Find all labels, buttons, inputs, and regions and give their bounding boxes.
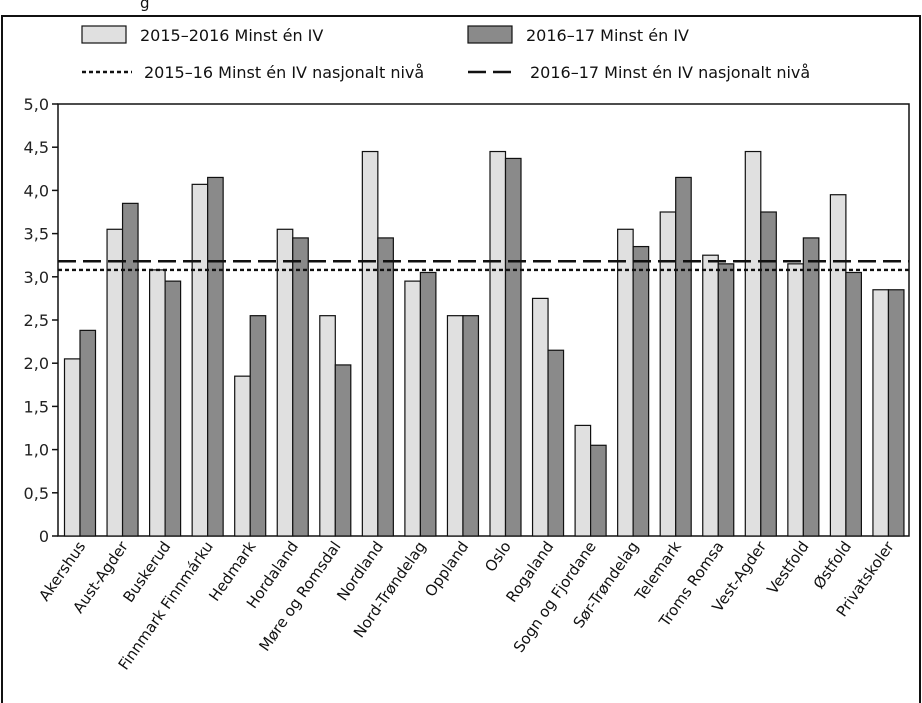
bar-2016-17 bbox=[164, 280, 182, 537]
y-tick-label: 0,5 bbox=[24, 484, 49, 503]
x-category-label: Oslo bbox=[481, 538, 515, 575]
bar-2015-16 bbox=[787, 263, 804, 537]
plot-area: 00,51,01,52,02,53,03,54,04,55,0AkershusA… bbox=[24, 95, 910, 673]
bar-2016-17 bbox=[717, 263, 735, 537]
y-tick-label: 3,0 bbox=[24, 268, 49, 287]
y-tick-label: 1,0 bbox=[24, 441, 49, 460]
cut-off-title-fragment: g bbox=[140, 0, 150, 12]
legend: 2015–2016 Minst én IV 2016–17 Minst én IV… bbox=[81, 25, 810, 82]
bar-2016-17 bbox=[887, 289, 905, 537]
bar-2016-17 bbox=[249, 315, 267, 537]
bar-2015-16 bbox=[531, 297, 549, 537]
legend-label: 2015–2016 Minst én IV bbox=[140, 26, 323, 45]
bar-2015-16 bbox=[234, 375, 251, 537]
bar-2016-17 bbox=[675, 176, 692, 537]
legend-label: 2015–16 Minst én IV nasjonalt nivå bbox=[144, 63, 424, 82]
plot-border bbox=[57, 103, 910, 537]
bar-2015-16 bbox=[149, 269, 166, 537]
bar-2016-17 bbox=[334, 364, 352, 537]
bar-2015-16 bbox=[702, 254, 719, 537]
legend-label: 2016–17 Minst én IV bbox=[526, 26, 689, 45]
bar-2016-17 bbox=[760, 211, 777, 537]
x-category-label: Vestfold bbox=[763, 538, 812, 598]
bar-2015-16 bbox=[617, 228, 634, 537]
bar-2015-16 bbox=[319, 315, 336, 537]
y-tick-label: 2,0 bbox=[24, 354, 49, 373]
bar-2015-16 bbox=[404, 280, 421, 537]
bar-2015-16 bbox=[574, 424, 592, 537]
bar-2015-16 bbox=[829, 194, 847, 537]
y-tick-label: 4,0 bbox=[24, 181, 49, 200]
y-tick-label: 5,0 bbox=[24, 95, 49, 114]
x-category-label: Oppland bbox=[421, 538, 472, 600]
y-tick-label: 4,5 bbox=[24, 138, 49, 157]
bar-2016-17 bbox=[292, 237, 309, 537]
y-tick-label: 2,5 bbox=[24, 311, 49, 330]
bar-2015-16 bbox=[489, 150, 507, 537]
bar-2016-17 bbox=[589, 444, 607, 537]
bar-2015-16 bbox=[63, 358, 81, 537]
bar-2015-16 bbox=[106, 228, 124, 537]
bar-2016-17 bbox=[121, 202, 139, 537]
bar-2016-17 bbox=[419, 271, 437, 537]
bar-2016-17 bbox=[845, 271, 863, 537]
bar-2016-17 bbox=[632, 245, 650, 537]
x-category-label: Østfold bbox=[810, 538, 856, 592]
bar-2015-16 bbox=[744, 150, 762, 537]
bar-2016-17 bbox=[377, 237, 394, 537]
bar-2016-17 bbox=[79, 329, 97, 537]
x-category-label: Møre og Romsdal bbox=[255, 538, 344, 655]
bar-2016-17 bbox=[547, 349, 565, 537]
y-tick-label: 3,5 bbox=[24, 225, 49, 244]
bar-2015-16 bbox=[361, 150, 379, 537]
bar-2016-17 bbox=[504, 157, 522, 537]
legend-label: 2016–17 Minst én IV nasjonalt nivå bbox=[530, 63, 810, 82]
bar-2016-17 bbox=[802, 237, 820, 537]
y-tick-label: 1,5 bbox=[24, 397, 49, 416]
bar-2016-17 bbox=[207, 176, 224, 537]
bar-2015-16 bbox=[872, 289, 890, 537]
bar-2016-17 bbox=[462, 315, 480, 537]
bar-2015-16 bbox=[446, 315, 464, 537]
y-tick-label: 0 bbox=[39, 527, 49, 546]
legend-swatch-bar bbox=[467, 25, 513, 44]
bar-2015-16 bbox=[276, 228, 294, 537]
bar-2015-16 bbox=[191, 183, 209, 537]
frame bbox=[1, 15, 921, 703]
legend-swatch-bar bbox=[81, 25, 127, 44]
